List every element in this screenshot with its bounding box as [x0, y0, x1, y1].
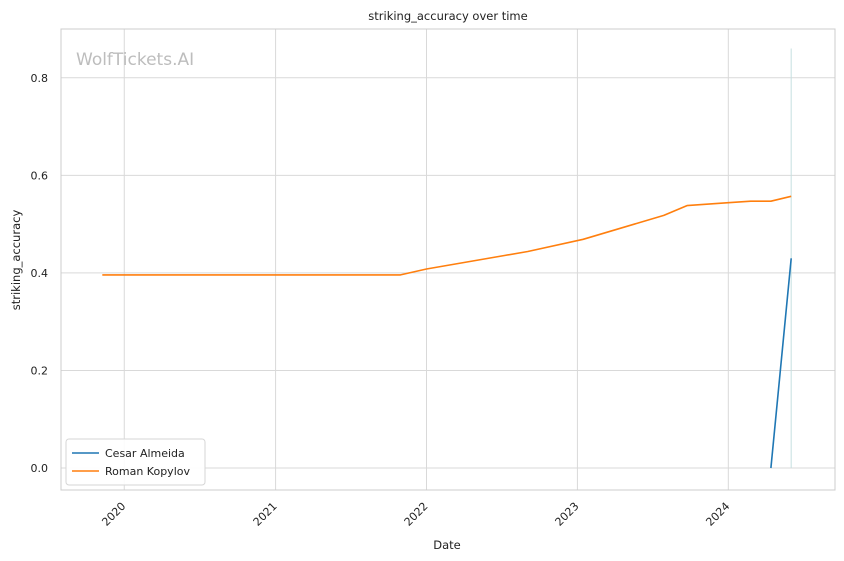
legend-box [65, 438, 206, 486]
chart-title: striking_accuracy over time [368, 9, 527, 23]
legend-label-roman-kopylov: Roman Kopylov [105, 465, 190, 478]
series-line-cesar-almeida [770, 258, 792, 469]
x-axis-title: Date [433, 538, 461, 552]
plot-frame [60, 28, 836, 491]
watermark: WolfTickets.AI [76, 50, 194, 70]
y-tick-label: 0.0 [31, 462, 49, 475]
y-tick-label: 0.8 [31, 72, 49, 85]
legend: Cesar Almeida Roman Kopylov [65, 438, 206, 486]
y-tick-label: 0.4 [31, 267, 49, 280]
series-layer [102, 195, 792, 469]
y-tick-label: 0.6 [31, 169, 49, 182]
y-axis-title: striking_accuracy [9, 210, 23, 311]
series-line-roman-kopylov [102, 195, 792, 276]
y-tick-label: 0.2 [31, 364, 49, 377]
legend-label-cesar-almeida: Cesar Almeida [105, 447, 185, 460]
